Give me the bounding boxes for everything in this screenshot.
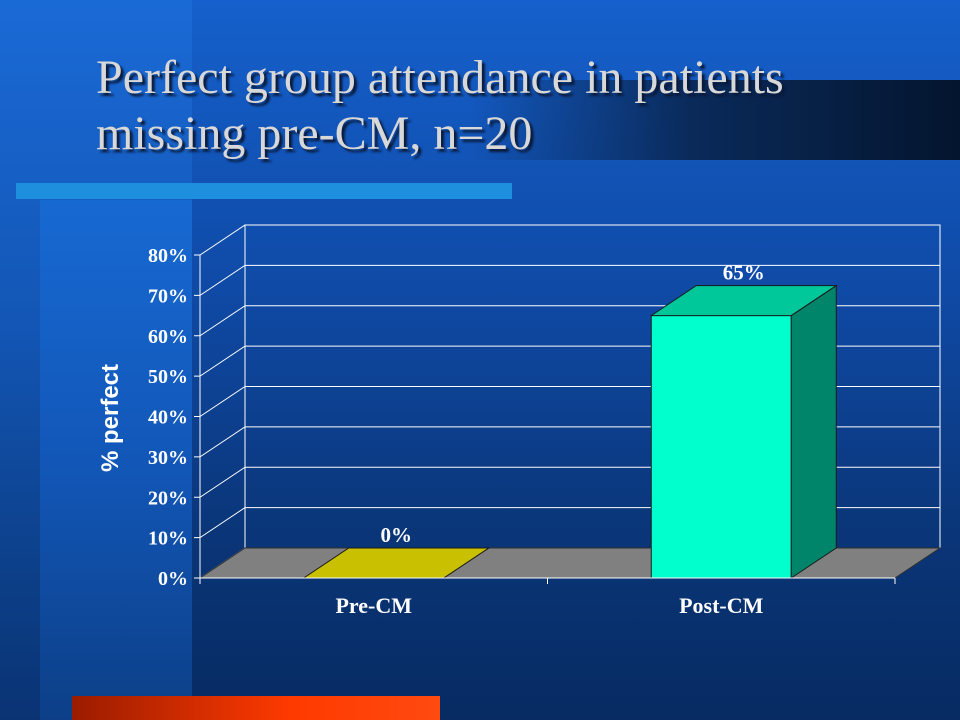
y-tick-label: 70%: [148, 285, 188, 307]
left-inner-decor-band: [40, 200, 192, 720]
data-label: 65%: [723, 261, 765, 285]
y-tick-label: 0%: [158, 568, 188, 590]
bar-front-post-cm: [650, 315, 792, 579]
slide-title: Perfect group attendance in patients mis…: [96, 51, 784, 160]
data-labels: 0% 65%: [381, 261, 765, 547]
y-axis-label: % perfect: [97, 364, 124, 472]
title-dark-band: [470, 80, 960, 160]
data-label: 0%: [381, 523, 413, 547]
x-category-label: Pre-CM: [335, 593, 412, 618]
chart-axes: [194, 254, 896, 584]
chart-bars: [302, 284, 838, 579]
x-category-label: Post-CM: [679, 593, 764, 618]
gridline: [199, 264, 940, 296]
y-tick-label: 50%: [148, 366, 188, 388]
title-underline-stripe: [16, 183, 512, 199]
bar-top-post-cm: [649, 285, 838, 317]
bar-side-post-cm: [790, 284, 837, 579]
y-tick-label: 20%: [148, 487, 188, 509]
y-tick-label: 10%: [148, 528, 188, 550]
y-tick-labels: 0% 10% 20% 30% 40% 50% 60% 70% 80%: [148, 245, 188, 590]
bottom-accent-stripe: [72, 696, 440, 720]
x-category-labels: Pre-CM Post-CM: [335, 593, 763, 618]
y-tick-label: 40%: [148, 407, 188, 429]
y-tick-label: 80%: [148, 245, 188, 267]
gridline: [199, 224, 940, 256]
y-tick-label: 30%: [148, 447, 188, 469]
y-tick-label: 60%: [148, 326, 188, 348]
